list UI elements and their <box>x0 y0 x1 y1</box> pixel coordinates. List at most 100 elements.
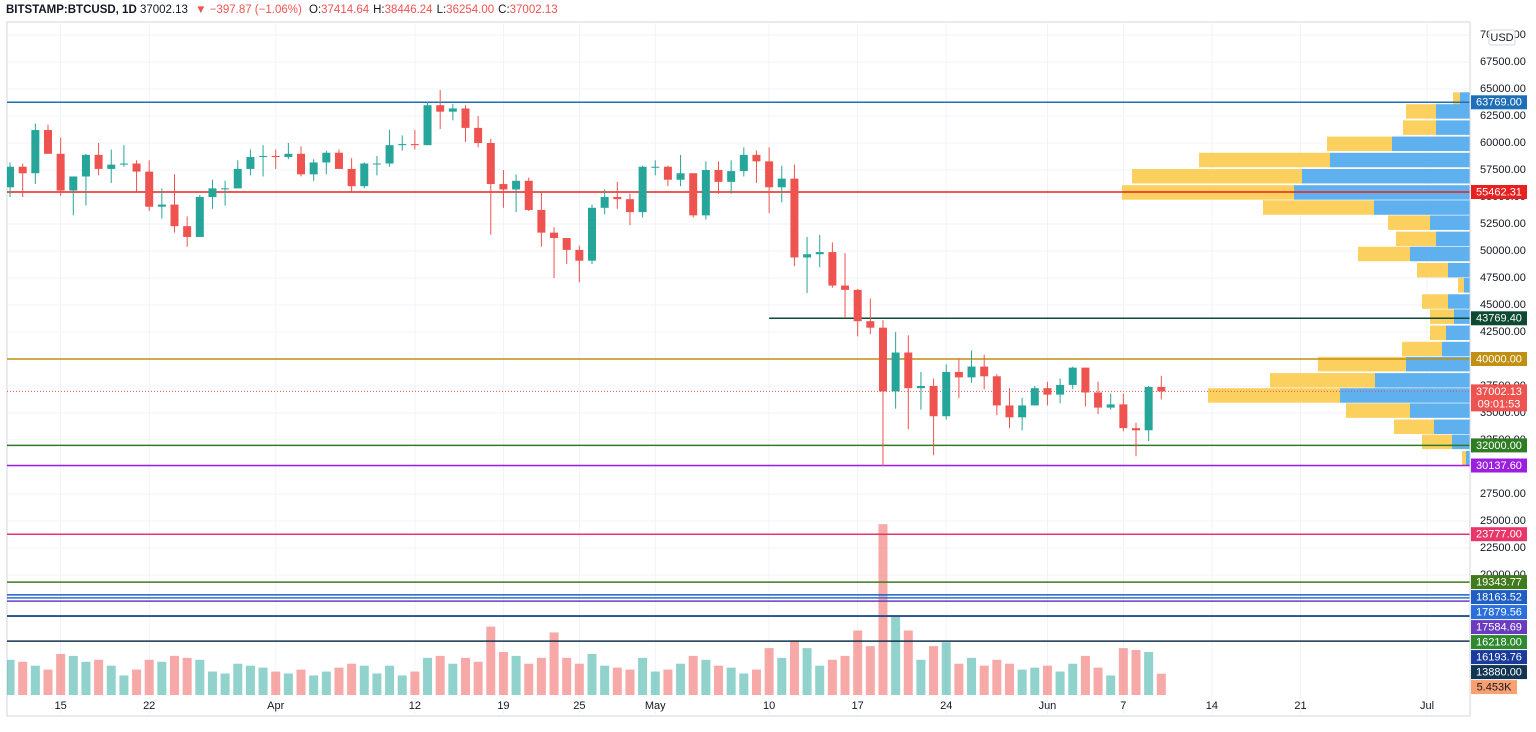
volume-bar <box>929 646 939 695</box>
candle-body <box>638 166 647 213</box>
profile-up <box>1452 434 1470 450</box>
profile-up <box>1330 152 1470 168</box>
volume-bar <box>498 652 508 695</box>
profile-up <box>1434 419 1470 435</box>
candle-body <box>474 127 483 144</box>
y-tick-label: 47500.00 <box>1480 272 1526 284</box>
candle-body <box>132 163 141 172</box>
level-label-box <box>1471 185 1527 200</box>
profile-up <box>1464 278 1470 293</box>
profile-down <box>1396 231 1436 247</box>
candle-body <box>360 163 369 187</box>
candle-body <box>727 171 736 182</box>
candle-body <box>284 153 293 158</box>
level-label: 43769.40 <box>1476 313 1522 325</box>
ohlc-value: 36254.00 <box>446 4 495 16</box>
volume-bar <box>574 663 584 695</box>
volume-bar <box>207 671 217 695</box>
volume-bar <box>1106 675 1116 695</box>
candle-body <box>246 157 255 169</box>
candle-body <box>94 154 103 169</box>
candle-body <box>853 289 862 322</box>
volume-bar <box>68 655 78 695</box>
candle-body <box>157 204 166 207</box>
candle-body <box>461 108 470 128</box>
candle-body <box>271 155 280 158</box>
symbol: BITSTAMP:BTCUSD, 1D <box>6 4 137 16</box>
level-label: 32000.00 <box>1476 440 1522 452</box>
candle-body <box>891 352 900 392</box>
ohlc-value: 37002.13 <box>509 4 558 16</box>
volume-bar <box>802 648 812 695</box>
profile-down <box>1318 356 1406 372</box>
volume-label: 5.453K <box>1477 681 1513 693</box>
candle-body <box>1056 384 1065 395</box>
volume-bar <box>865 646 875 695</box>
candle-body <box>1144 386 1153 431</box>
candle-body <box>1106 404 1115 408</box>
x-tick-label: 10 <box>763 700 775 712</box>
candle-body <box>878 327 887 392</box>
volume-bar <box>473 661 483 695</box>
x-tick-label: 12 <box>409 700 421 712</box>
volume-bar <box>1080 655 1090 695</box>
volume-bar <box>385 665 395 695</box>
volume-bar <box>701 659 711 695</box>
volume-bar <box>891 616 901 695</box>
candle-body <box>942 371 951 417</box>
level-label: 30137.60 <box>1476 460 1522 472</box>
level-label-box <box>1471 620 1527 635</box>
candle-body <box>866 321 875 328</box>
x-tick-label: 24 <box>940 700 952 712</box>
candle-body <box>1094 392 1103 408</box>
volume-bar <box>612 667 622 695</box>
volume-bar <box>815 665 825 695</box>
profile-up <box>1436 231 1470 247</box>
volume-bar <box>283 673 293 695</box>
profile-down <box>1346 403 1410 418</box>
volume-bar <box>271 671 281 695</box>
level-label-box <box>1471 458 1527 473</box>
candle-body <box>31 130 40 174</box>
change: ▼ −397.87 (−1.06%) <box>195 4 302 16</box>
candle-body <box>752 154 761 162</box>
candle-body <box>967 366 976 378</box>
level-label: 16218.00 <box>1476 636 1522 648</box>
profile-down <box>1417 262 1448 278</box>
plot-frame <box>6 21 1471 717</box>
candle-body <box>600 197 609 208</box>
y-tick-label: 50000.00 <box>1480 245 1526 257</box>
volume-bar <box>258 667 268 695</box>
candle-body <box>550 232 559 239</box>
y-tick-label: 57500.00 <box>1480 164 1526 176</box>
volume-bar <box>309 675 319 695</box>
level-label: 23777.00 <box>1476 529 1522 541</box>
candle-body <box>790 178 799 258</box>
profile-up <box>1448 262 1470 278</box>
candle-body <box>221 188 230 190</box>
candle-body <box>954 371 963 378</box>
candle-body <box>398 144 407 146</box>
level-label-box <box>1471 650 1527 665</box>
volume-bar <box>1131 650 1141 695</box>
volume-bar <box>777 657 787 695</box>
candle-body <box>448 108 457 112</box>
countdown: 09:01:53 <box>1478 398 1521 410</box>
volume-bar <box>992 659 1002 695</box>
x-tick-label: 14 <box>1206 700 1218 712</box>
candle-body <box>613 197 622 200</box>
volume-bar <box>979 665 989 695</box>
candle-body <box>145 171 154 207</box>
level-label: 40000.00 <box>1476 353 1522 365</box>
last-price-label: 37002.13 <box>1476 386 1522 398</box>
candle-body <box>69 176 78 191</box>
volume-bar <box>220 673 230 695</box>
y-tick-label: 27500.00 <box>1480 488 1526 500</box>
candle-body <box>1157 386 1166 392</box>
x-tick-label: May <box>645 700 666 712</box>
volume-bar <box>600 665 610 695</box>
candle-body <box>689 173 698 216</box>
volume-bar <box>56 653 66 695</box>
candle-body <box>1068 367 1077 385</box>
